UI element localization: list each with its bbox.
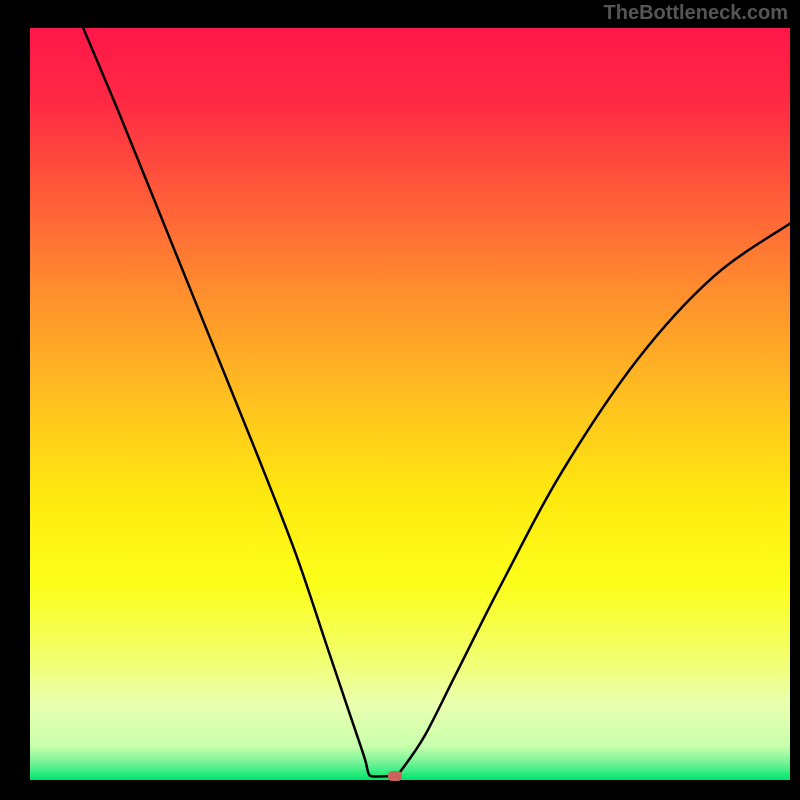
plot-area xyxy=(30,28,790,780)
bottleneck-curve xyxy=(30,28,790,780)
chart-frame: TheBottleneck.com xyxy=(0,0,800,800)
minimum-marker xyxy=(388,771,402,781)
source-watermark: TheBottleneck.com xyxy=(604,2,788,25)
